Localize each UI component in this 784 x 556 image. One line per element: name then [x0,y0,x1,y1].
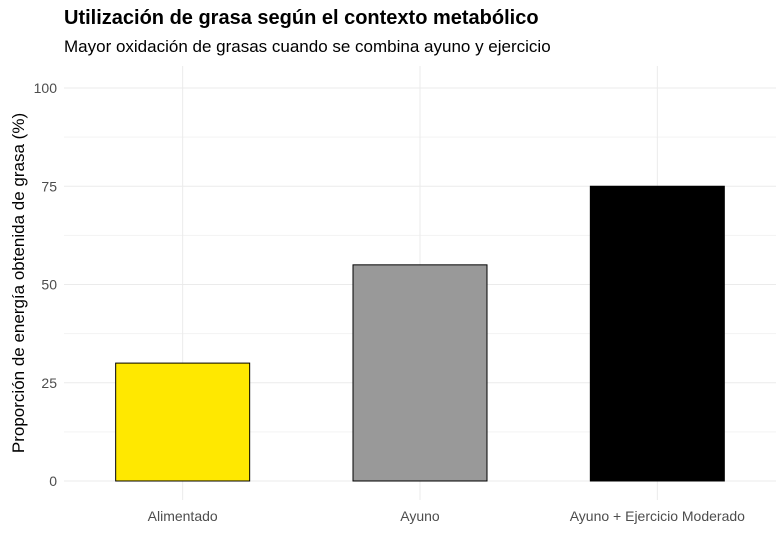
x-tick-label: Alimentado [148,508,218,524]
x-axis-ticks: Alimentado Ayuno Ayuno + Ejercicio Moderad… [148,508,746,524]
y-tick-label: 25 [41,375,57,391]
bar-1 [352,264,488,482]
chart-title: Utilización de grasa según el contexto m… [64,7,539,29]
y-tick-label: 100 [34,80,58,96]
y-tick-label: 75 [41,178,57,194]
y-axis-ticks: 0 25 50 75 100 [34,80,58,489]
bars [115,185,725,482]
bar-0 [115,362,251,482]
x-tick-label: Ayuno [400,508,440,524]
chart-subtitle: Mayor oxidación de grasas cuando se comb… [64,37,551,56]
bar-2 [589,185,725,482]
x-tick-label: Ayuno + Ejercicio Moderado [570,508,745,524]
y-axis-label: Proporción de energía obtenida de grasa … [9,113,28,453]
y-tick-label: 0 [49,473,57,489]
y-tick-label: 50 [41,277,57,293]
